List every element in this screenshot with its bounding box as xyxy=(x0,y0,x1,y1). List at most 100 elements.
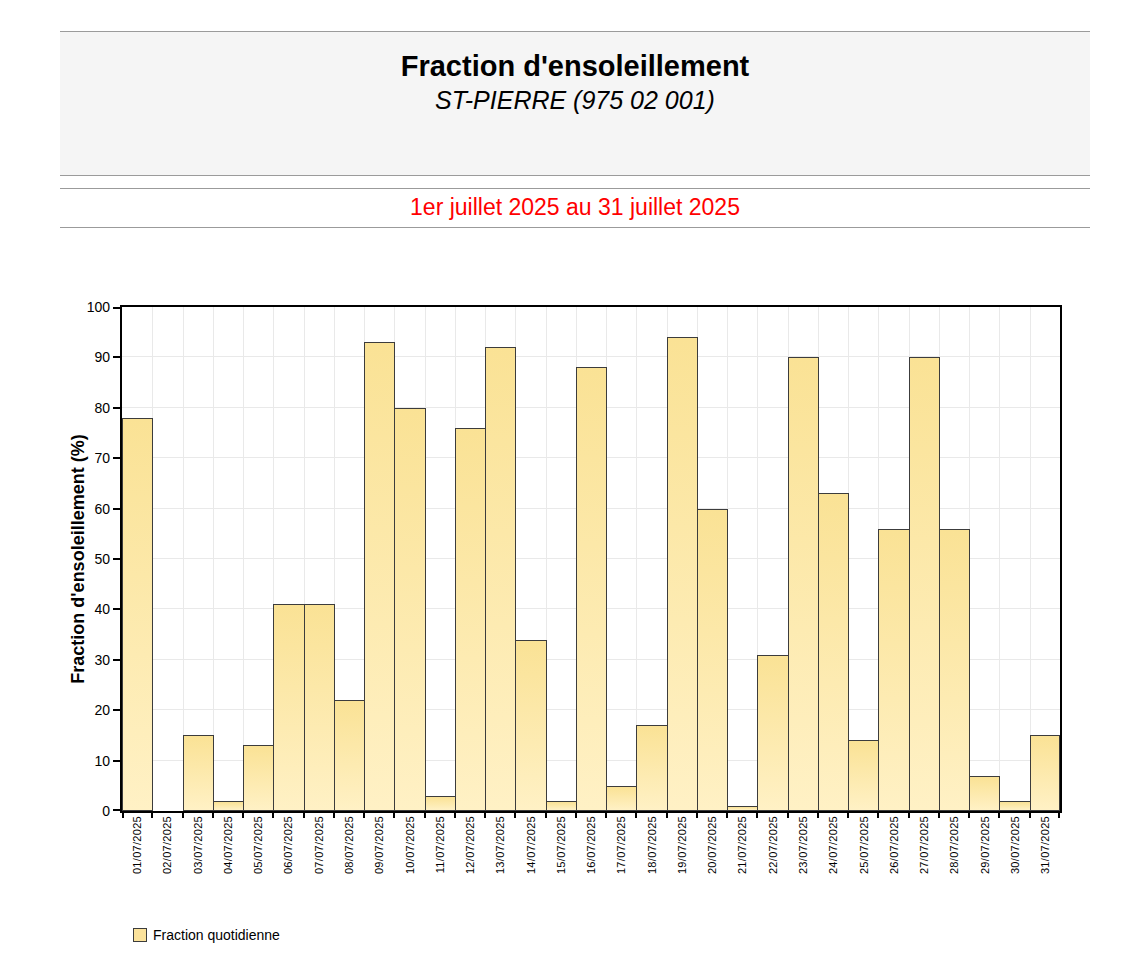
x-tick-label: 03/07/2025 xyxy=(192,816,204,874)
x-label-column: 01/07/2025 xyxy=(122,816,152,886)
x-label-column: 05/07/2025 xyxy=(243,816,273,886)
legend: Fraction quotidienne xyxy=(133,927,280,943)
x-tick-label: 19/07/2025 xyxy=(676,816,688,874)
bar xyxy=(969,776,1000,811)
x-tick-label: 31/07/2025 xyxy=(1039,816,1051,874)
x-tick-label: 05/07/2025 xyxy=(252,816,264,874)
x-label-column: 11/07/2025 xyxy=(425,816,455,886)
bar xyxy=(727,806,758,811)
y-tick-label: 70 xyxy=(72,451,110,465)
y-tick-label: 60 xyxy=(72,502,110,516)
x-tick-label: 09/07/2025 xyxy=(373,816,385,874)
x-tick-label: 10/07/2025 xyxy=(404,816,416,874)
bar xyxy=(334,700,365,811)
x-label-column: 02/07/2025 xyxy=(152,816,182,886)
x-tick-label: 01/07/2025 xyxy=(131,816,143,874)
period-banner: 1er juillet 2025 au 31 juillet 2025 xyxy=(60,188,1090,228)
x-label-column: 25/07/2025 xyxy=(848,816,878,886)
x-tick-label: 07/07/2025 xyxy=(313,816,325,874)
x-label-column: 03/07/2025 xyxy=(183,816,213,886)
bar xyxy=(485,347,516,811)
y-tick-label: 40 xyxy=(72,602,110,616)
y-tick xyxy=(113,558,120,560)
bar xyxy=(878,529,909,811)
x-label-column: 14/07/2025 xyxy=(515,816,545,886)
x-tick-label: 13/07/2025 xyxy=(494,816,506,874)
period-text: 1er juillet 2025 au 31 juillet 2025 xyxy=(60,189,1090,226)
y-tick-label: 0 xyxy=(72,804,110,818)
bar xyxy=(515,640,546,811)
x-label-column: 27/07/2025 xyxy=(909,816,939,886)
x-label-column: 16/07/2025 xyxy=(576,816,606,886)
y-tick xyxy=(113,356,120,358)
x-tick-label: 06/07/2025 xyxy=(282,816,294,874)
x-label-column: 28/07/2025 xyxy=(939,816,969,886)
x-label-column: 29/07/2025 xyxy=(969,816,999,886)
x-label-column: 09/07/2025 xyxy=(364,816,394,886)
x-tick-label: 20/07/2025 xyxy=(706,816,718,874)
x-label-column: 23/07/2025 xyxy=(788,816,818,886)
y-tick xyxy=(113,508,120,510)
bar xyxy=(636,725,667,811)
bar xyxy=(183,735,214,811)
y-tick xyxy=(113,407,120,409)
bar xyxy=(364,342,395,811)
bar xyxy=(243,745,274,811)
x-label-column: 08/07/2025 xyxy=(334,816,364,886)
header-box: Fraction d'ensoleillement ST-PIERRE (975… xyxy=(60,31,1090,176)
bar xyxy=(606,786,637,811)
x-label-column: 22/07/2025 xyxy=(758,816,788,886)
x-tick-label: 15/07/2025 xyxy=(555,816,567,874)
x-tick-label: 04/07/2025 xyxy=(222,816,234,874)
x-label-column: 04/07/2025 xyxy=(213,816,243,886)
x-tick-label: 02/07/2025 xyxy=(161,816,173,874)
x-label-column: 24/07/2025 xyxy=(818,816,848,886)
x-label-column: 21/07/2025 xyxy=(727,816,757,886)
page-subtitle: ST-PIERRE (975 02 001) xyxy=(60,83,1090,117)
legend-swatch xyxy=(133,928,147,942)
bar xyxy=(909,357,940,811)
bar xyxy=(546,801,577,811)
x-tick-label: 26/07/2025 xyxy=(888,816,900,874)
x-label-column: 15/07/2025 xyxy=(546,816,576,886)
bar xyxy=(304,604,335,811)
x-tick-label: 30/07/2025 xyxy=(1009,816,1021,874)
y-tick xyxy=(113,457,120,459)
y-tick-label: 20 xyxy=(72,703,110,717)
y-tick xyxy=(113,307,120,309)
y-tick xyxy=(113,608,120,610)
plot-area: 0102030405060708090100 xyxy=(120,305,1062,813)
x-label-column: 10/07/2025 xyxy=(394,816,424,886)
bar xyxy=(425,796,456,811)
x-label-column: 18/07/2025 xyxy=(637,816,667,886)
x-axis-labels: 01/07/2025 02/07/2025 03/07/2025 04/07/2025… xyxy=(122,816,1060,886)
x-tick-label: 24/07/2025 xyxy=(827,816,839,874)
x-label-column: 17/07/2025 xyxy=(606,816,636,886)
y-tick-label: 10 xyxy=(72,754,110,768)
y-tick xyxy=(113,659,120,661)
y-tick-label: 50 xyxy=(72,552,110,566)
legend-label: Fraction quotidienne xyxy=(153,927,280,943)
x-tick-label: 18/07/2025 xyxy=(646,816,658,874)
x-tick-label: 08/07/2025 xyxy=(343,816,355,874)
x-tick-label: 12/07/2025 xyxy=(464,816,476,874)
y-tick-label: 30 xyxy=(72,653,110,667)
y-tick xyxy=(113,760,120,762)
bar xyxy=(999,801,1030,811)
bar xyxy=(848,740,879,811)
x-tick-label: 25/07/2025 xyxy=(858,816,870,874)
y-tick-label: 90 xyxy=(72,350,110,364)
x-label-column: 20/07/2025 xyxy=(697,816,727,886)
v-gridline xyxy=(999,307,1000,811)
bar xyxy=(939,529,970,811)
x-tick-label: 21/07/2025 xyxy=(736,816,748,874)
x-tick-label: 17/07/2025 xyxy=(615,816,627,874)
bar xyxy=(788,357,819,811)
x-tick-label: 22/07/2025 xyxy=(767,816,779,874)
x-label-column: 12/07/2025 xyxy=(455,816,485,886)
y-tick xyxy=(113,709,120,711)
y-tick xyxy=(113,809,120,811)
bar xyxy=(122,418,153,811)
x-tick-label: 29/07/2025 xyxy=(979,816,991,874)
x-tick-label: 11/07/2025 xyxy=(434,816,446,873)
